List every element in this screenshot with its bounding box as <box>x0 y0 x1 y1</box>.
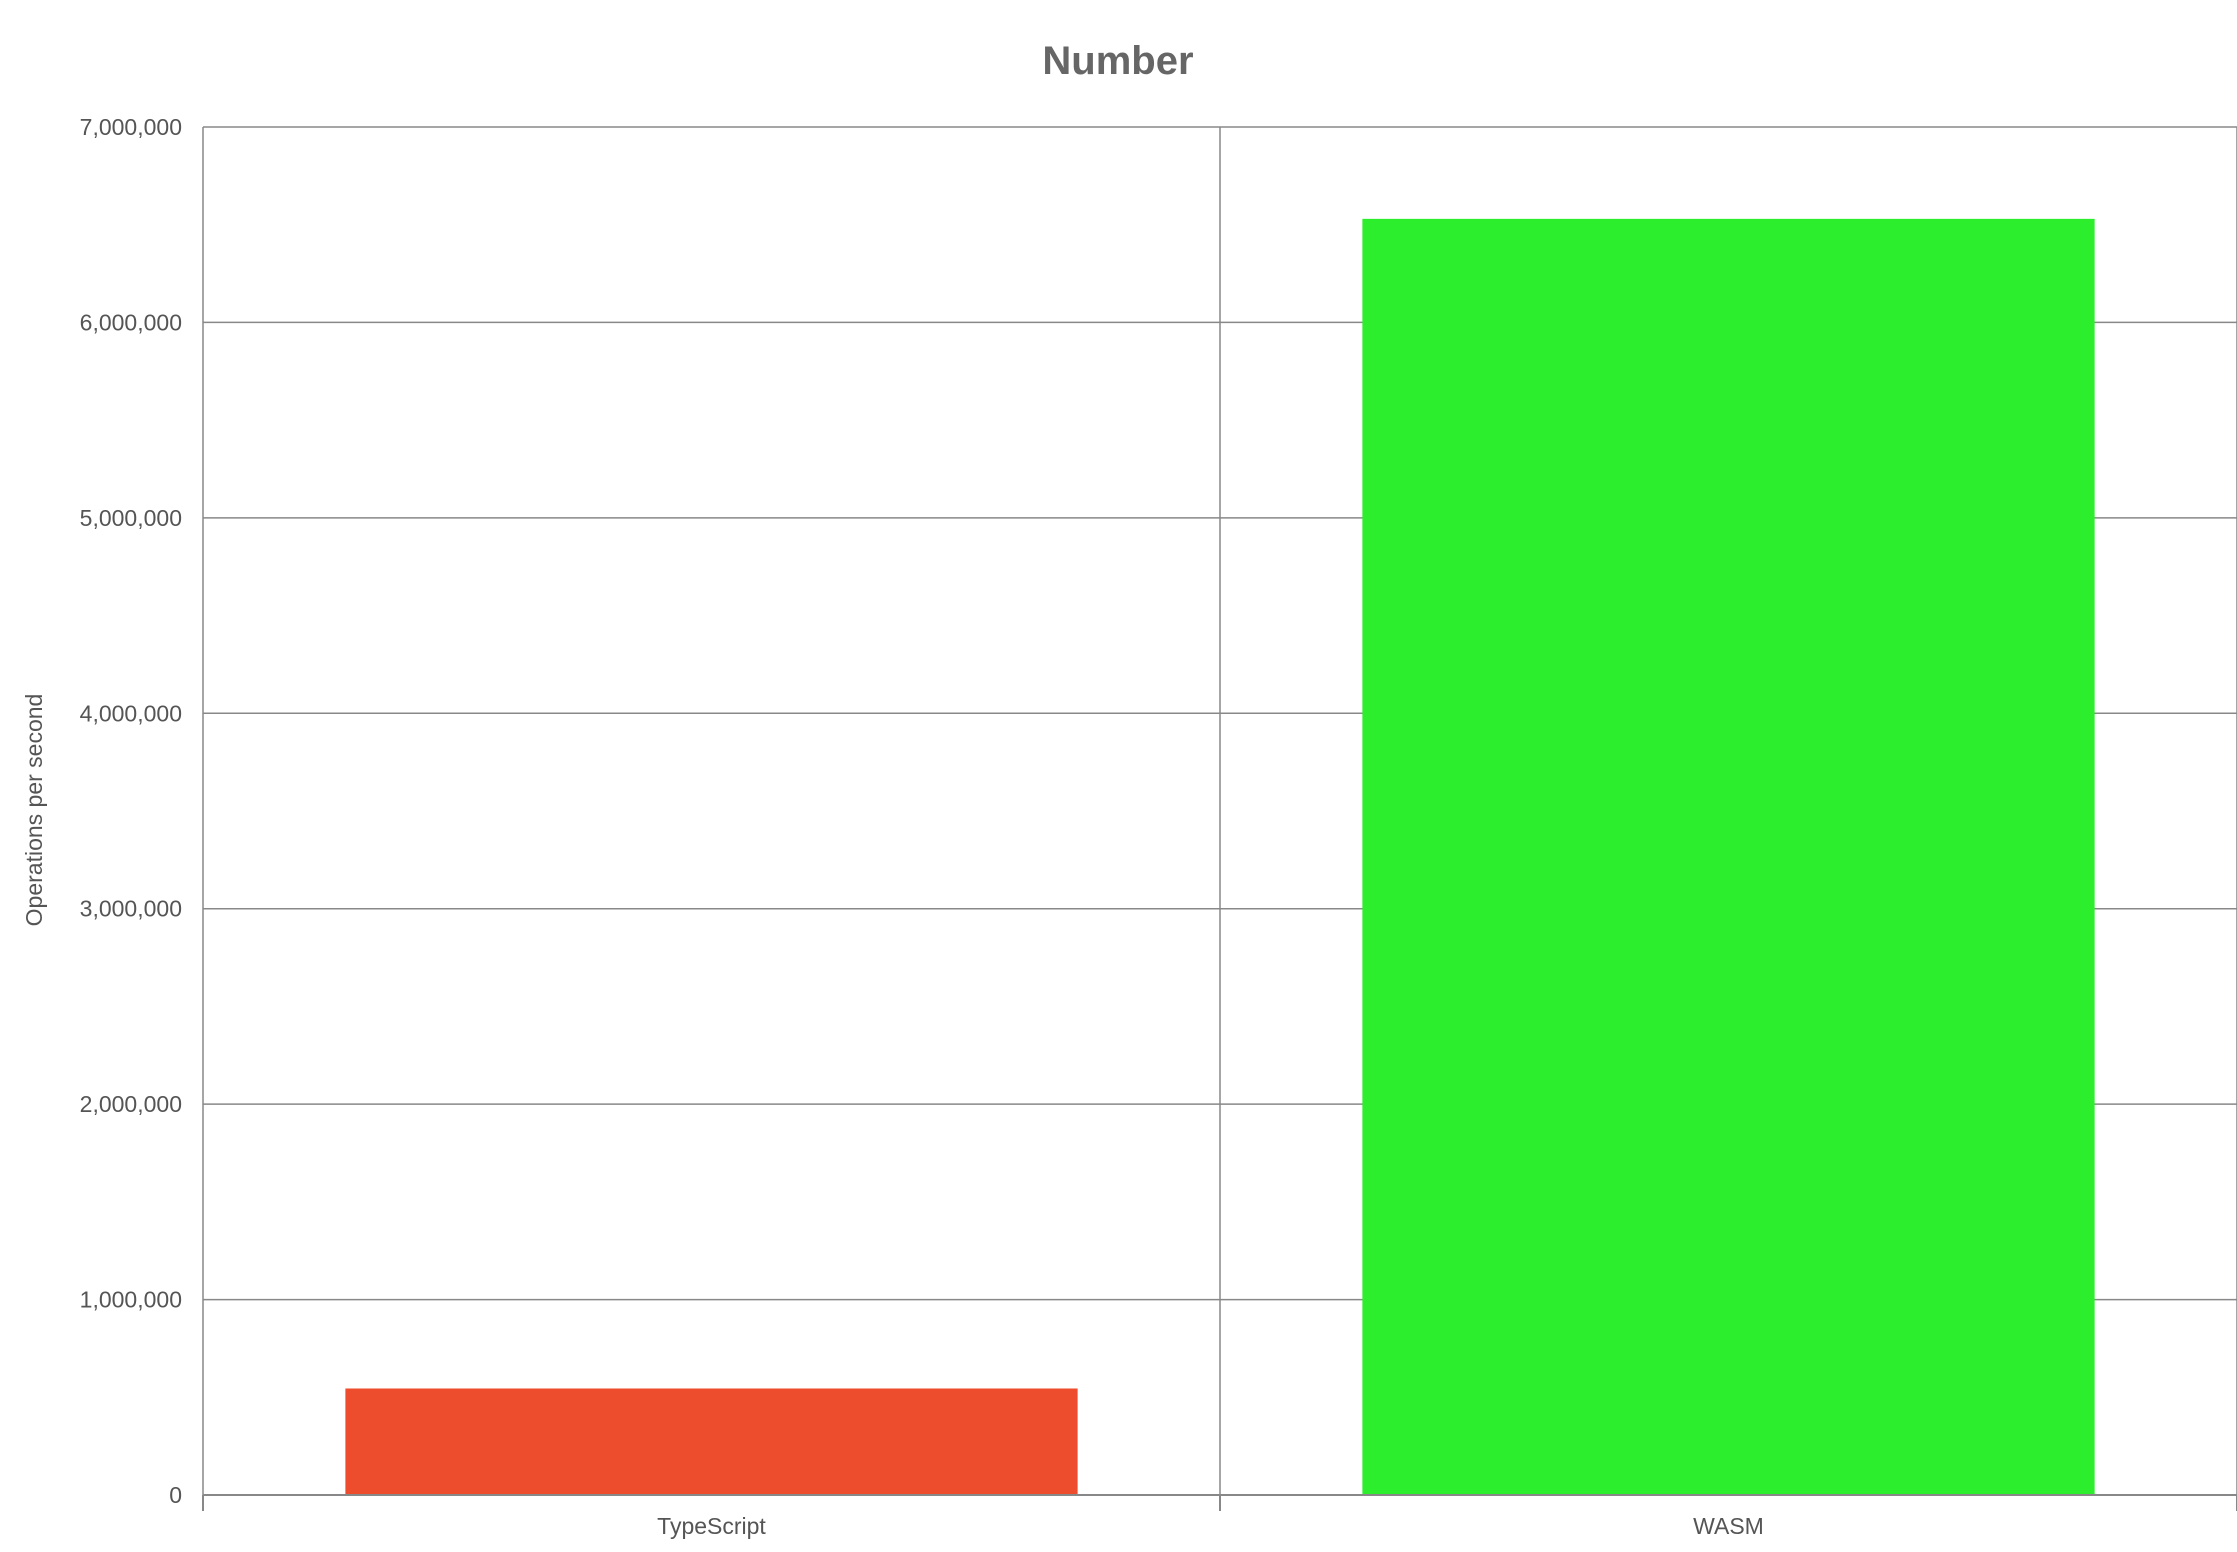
grid-lines <box>202 126 2237 1495</box>
x-tick-label: WASM <box>1693 1513 1764 1539</box>
x-tick-label: TypeScript <box>657 1513 766 1539</box>
y-tick-label: 3,000,000 <box>80 896 182 922</box>
bar-typescript <box>345 1388 1078 1495</box>
y-tick-label: 0 <box>169 1482 182 1508</box>
y-axis-title: Operations per second <box>21 694 47 927</box>
bar-wasm <box>1362 218 2095 1495</box>
y-tick-label: 6,000,000 <box>80 309 182 335</box>
bars <box>345 218 2095 1495</box>
y-tick-label: 2,000,000 <box>80 1091 182 1117</box>
y-tick-label: 5,000,000 <box>80 505 182 531</box>
y-tick-label: 4,000,000 <box>80 700 182 726</box>
y-tick-label: 7,000,000 <box>80 114 182 140</box>
axes <box>202 1494 2237 1511</box>
y-tick-label: 1,000,000 <box>80 1287 182 1313</box>
chart-title: Number <box>1042 39 1193 83</box>
y-tick-labels: 0 1,000,000 2,000,000 3,000,000 4,000,000 5,0… <box>80 114 182 1508</box>
x-tick-labels: TypeScript WASM <box>657 1513 1764 1539</box>
